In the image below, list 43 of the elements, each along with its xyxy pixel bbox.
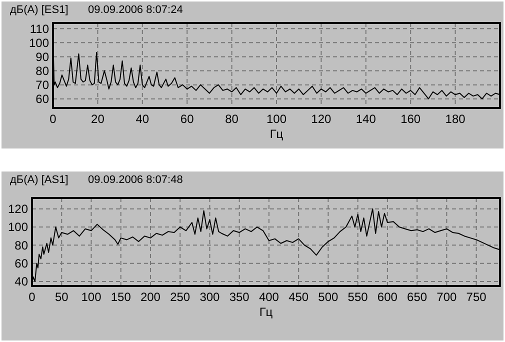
chart-subtitle: 09.09.2006 8:07:48 [88,174,183,186]
y-tick-label: 60 [36,92,50,106]
x-tick-label: 140 [356,112,376,126]
x-tick-label: 0 [50,112,57,126]
x-tick-label: 300 [200,290,220,304]
x-tick-label: 0 [28,290,36,304]
y-tick-label: 40 [14,274,28,289]
x-tick-label: 80 [225,112,239,126]
x-tick-label: 150 [110,290,132,304]
x-tick-label: 160 [400,112,421,126]
y-tick-label: 100 [8,220,28,234]
x-tick-label: 750 [466,290,487,304]
x-tick-label: 350 [229,290,250,304]
chart-title: дБ(А) [AS1] [10,174,68,186]
x-tick-label: 100 [266,112,287,126]
x-tick-label: 600 [377,290,398,304]
y-tick-label: 60 [14,256,28,271]
y-tick-label: 80 [36,64,50,78]
x-tick-label: 250 [170,290,190,304]
chart-title: дБ(А) [ES1] [10,4,68,16]
x-tick-label: 180 [445,112,466,126]
y-tick-label: 110 [30,22,50,36]
y-tick-label: 70 [36,78,50,92]
x-axis-title: Гц [270,127,284,141]
x-tick-label: 120 [311,112,332,126]
x-tick-label: 700 [436,290,458,304]
x-tick-label: 400 [258,290,280,304]
y-tick-label: 80 [14,238,28,252]
y-tick-label: 90 [36,50,50,64]
x-tick-label: 550 [348,290,368,304]
x-tick-label: 100 [81,290,102,304]
x-tick-label: 20 [91,112,105,126]
x-tick-label: 60 [180,112,194,126]
x-tick-label: 650 [407,290,428,304]
x-tick-label: 40 [136,112,150,126]
chart-subtitle: 09.09.2006 8:07:24 [88,4,183,16]
y-tick-label: 100 [28,36,50,50]
y-tick-label: 120 [8,202,28,216]
x-axis-title: Гц [259,305,273,319]
x-tick-label: 200 [140,290,161,304]
x-tick-label: 500 [318,290,339,304]
x-tick-label: 450 [288,290,309,304]
x-tick-label: 50 [54,290,69,304]
